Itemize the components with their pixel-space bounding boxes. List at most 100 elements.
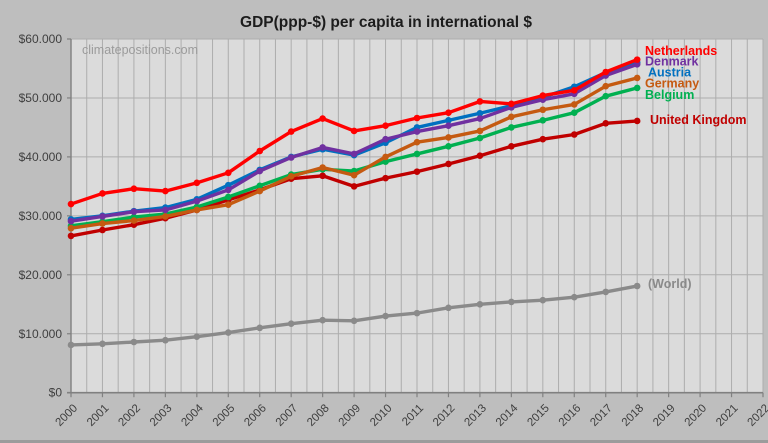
- data-point: [319, 164, 326, 171]
- series-germany: [67, 74, 641, 232]
- y-axis-labels: $0 $10.000 $20.000 $30.000 $40.000 $50.000 $60…: [19, 32, 63, 400]
- data-point: [256, 187, 264, 195]
- y-tick-label: $50.000: [19, 91, 63, 105]
- data-point: [445, 117, 452, 124]
- y-tick-label: $20.000: [19, 268, 63, 282]
- data-point: [602, 82, 610, 90]
- data-point: [413, 309, 421, 317]
- data-point: [476, 134, 484, 142]
- data-point: [382, 158, 389, 165]
- y-tick-label: $60.000: [19, 32, 63, 46]
- legend-label-netherlands: Netherlands: [645, 44, 717, 58]
- data-point: [382, 312, 389, 320]
- series-denmark: [67, 61, 641, 225]
- series-world: [67, 282, 641, 349]
- data-point: [382, 122, 389, 129]
- data-point: [476, 152, 484, 160]
- data-point: [539, 117, 547, 124]
- data-point: [350, 171, 358, 179]
- data-point: [570, 101, 578, 108]
- y-tick-label: $0: [49, 386, 63, 400]
- data-point: [508, 100, 515, 108]
- y-tick-label: $40.000: [19, 150, 63, 164]
- data-point: [224, 201, 232, 208]
- data-point: [508, 142, 515, 150]
- legend-label-denmark: Denmark: [645, 55, 699, 69]
- data-point: [602, 288, 610, 296]
- data-point: [130, 217, 138, 224]
- data-point: [67, 224, 75, 232]
- data-point: [476, 115, 484, 122]
- data-point: [224, 186, 232, 194]
- data-point: [539, 135, 547, 143]
- data-point: [256, 182, 264, 190]
- data-point: [287, 320, 295, 328]
- data-point: [287, 173, 295, 180]
- data-point: [99, 220, 106, 227]
- data-point: [445, 109, 452, 116]
- data-point: [99, 226, 106, 234]
- data-point: [67, 200, 75, 208]
- data-point: [413, 138, 421, 146]
- watermark-text: climatepositions.com: [82, 43, 198, 57]
- data-point: [99, 340, 106, 348]
- data-point: [476, 98, 484, 105]
- data-point: [224, 169, 232, 177]
- data-point: [570, 109, 578, 116]
- data-point: [633, 84, 641, 92]
- legend-label-belgium: Belgium: [645, 88, 694, 102]
- data-point: [602, 92, 610, 100]
- data-point: [413, 114, 421, 122]
- series-lines: [67, 56, 641, 349]
- data-point: [256, 167, 264, 175]
- data-point: [224, 193, 232, 201]
- data-point: [413, 150, 421, 158]
- data-point: [319, 172, 326, 180]
- data-point: [162, 187, 169, 195]
- data-point: [445, 142, 452, 150]
- data-point: [413, 128, 421, 135]
- data-point: [287, 128, 295, 135]
- data-point: [193, 179, 201, 187]
- data-point: [350, 317, 358, 325]
- data-point: [67, 217, 75, 225]
- data-point: [319, 144, 326, 151]
- data-point: [539, 106, 547, 114]
- y-tick-label: $30.000: [19, 209, 63, 223]
- data-point: [350, 127, 358, 135]
- data-point: [508, 113, 515, 121]
- data-point: [476, 127, 484, 135]
- data-point: [224, 329, 232, 336]
- data-point: [445, 160, 452, 168]
- data-point: [193, 333, 201, 340]
- series-netherlands: [67, 56, 641, 208]
- data-point: [633, 282, 641, 290]
- data-point: [413, 168, 421, 175]
- data-point: [633, 117, 641, 125]
- data-point: [256, 324, 264, 332]
- data-point: [99, 190, 106, 197]
- data-point: [633, 61, 641, 68]
- data-point: [570, 131, 578, 138]
- data-point: [67, 341, 75, 349]
- legend-label-austria: Austria: [648, 66, 692, 80]
- data-point: [193, 197, 201, 205]
- data-point: [130, 208, 138, 216]
- data-point: [445, 304, 452, 312]
- data-point: [476, 109, 484, 117]
- data-point: [130, 338, 138, 346]
- data-point: [382, 135, 389, 143]
- chart-title: GDP(ppp-$) per capita in international $: [240, 14, 532, 31]
- data-point: [570, 86, 578, 94]
- data-point: [350, 150, 358, 158]
- data-point: [256, 147, 264, 155]
- data-point: [382, 153, 389, 161]
- data-point: [162, 336, 169, 344]
- data-point: [382, 174, 389, 182]
- data-point: [633, 74, 641, 82]
- data-point: [162, 206, 169, 214]
- data-point: [539, 92, 547, 99]
